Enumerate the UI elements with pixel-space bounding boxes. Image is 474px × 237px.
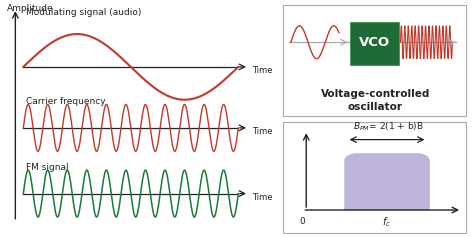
- Text: Time: Time: [252, 193, 272, 202]
- Text: oscillator: oscillator: [348, 102, 403, 112]
- FancyBboxPatch shape: [350, 22, 399, 64]
- Polygon shape: [345, 154, 429, 210]
- FancyBboxPatch shape: [283, 5, 466, 116]
- FancyBboxPatch shape: [283, 122, 466, 233]
- Text: 0: 0: [300, 217, 305, 226]
- Text: Modulating signal (audio): Modulating signal (audio): [26, 8, 141, 17]
- Text: $f_c$: $f_c$: [383, 215, 392, 229]
- Text: Amplitude: Amplitude: [8, 4, 54, 13]
- Text: VCO: VCO: [359, 36, 390, 49]
- Text: Time: Time: [252, 127, 272, 136]
- Text: Voltage-controlled: Voltage-controlled: [321, 89, 430, 99]
- Text: Carrier frequency: Carrier frequency: [26, 97, 106, 106]
- Text: FM signal: FM signal: [26, 163, 69, 172]
- Text: $B_{PM}$= 2(1 + b)B: $B_{PM}$= 2(1 + b)B: [354, 120, 424, 133]
- Text: Time: Time: [252, 66, 272, 75]
